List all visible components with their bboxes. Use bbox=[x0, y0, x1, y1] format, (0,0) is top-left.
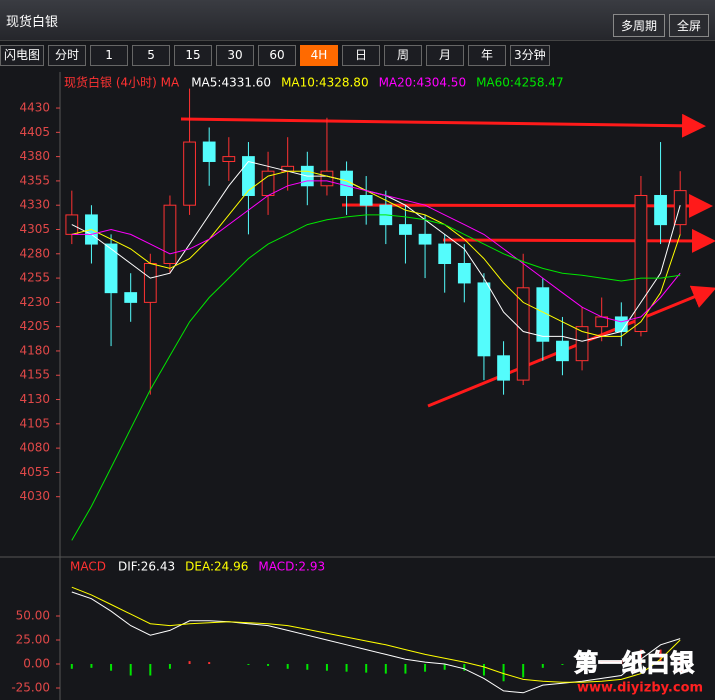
period-button[interactable]: 日 bbox=[342, 45, 381, 66]
period-button[interactable]: 周 bbox=[384, 45, 423, 66]
candle-body bbox=[673, 190, 687, 226]
legend-entry: MACD:2.93 bbox=[258, 560, 325, 574]
period-button[interactable]: 15 bbox=[174, 45, 213, 66]
candle-body bbox=[320, 170, 334, 187]
legend-entry: MA20:4304.50 bbox=[379, 76, 467, 90]
y-tick-label: 4355 bbox=[19, 173, 50, 187]
series-line bbox=[71, 214, 681, 541]
header-buttons: 多周期 全屏 bbox=[612, 14, 709, 37]
y-tick-label: 4055 bbox=[19, 465, 50, 479]
candle-body bbox=[143, 263, 157, 303]
header-button[interactable]: 多周期 bbox=[612, 14, 665, 37]
y-tick-label: 4105 bbox=[19, 416, 50, 430]
y-tick-label: 4030 bbox=[19, 489, 50, 503]
annotation-arrow bbox=[180, 113, 706, 138]
y-tick-label: 50.00 bbox=[16, 608, 50, 622]
period-button[interactable]: 5 bbox=[132, 45, 171, 66]
window-title: 现货白银 bbox=[6, 15, 59, 30]
series-line bbox=[71, 170, 681, 337]
y-tick-label: 4155 bbox=[19, 368, 50, 382]
candle-body bbox=[438, 243, 452, 265]
y-tick-label: 4180 bbox=[19, 343, 50, 357]
series-line bbox=[71, 160, 681, 342]
candle-body bbox=[202, 141, 216, 162]
series-line bbox=[71, 591, 681, 694]
legend-entry: MA10:4328.80 bbox=[281, 76, 369, 90]
period-button[interactable]: 3分钟 bbox=[510, 45, 550, 66]
y-tick-label: 4205 bbox=[19, 319, 50, 333]
header-button[interactable]: 全屏 bbox=[668, 14, 709, 37]
candle-body bbox=[654, 194, 667, 226]
legend-entry: DEA:24.96 bbox=[185, 560, 248, 574]
legend-title: 现货白银 (4小时) MA bbox=[64, 75, 180, 90]
y-tick-label: 4405 bbox=[19, 125, 50, 139]
candle-body bbox=[359, 194, 373, 206]
watermark-text: 第一纸白银 bbox=[574, 649, 695, 677]
y-tick-label: 4430 bbox=[19, 101, 50, 115]
y-tick-label: 4280 bbox=[19, 246, 50, 260]
candle-body bbox=[418, 233, 432, 245]
candle-body bbox=[457, 263, 471, 284]
legend-entry: MA60:4258.47 bbox=[476, 76, 564, 90]
watermark-url: www.diyizby.com bbox=[577, 681, 703, 696]
legend-entry: DIF:26.43 bbox=[118, 560, 175, 574]
period-button[interactable]: 年 bbox=[468, 45, 507, 66]
y-tick-label: 4305 bbox=[19, 222, 50, 236]
y-tick-label: 25.00 bbox=[16, 632, 50, 646]
candle-body bbox=[614, 316, 628, 333]
y-tick-label: 4080 bbox=[19, 441, 50, 455]
top-bar: 现货白银 多周期 全屏 bbox=[0, 0, 715, 41]
y-tick-label: 4130 bbox=[19, 392, 50, 406]
candle-body bbox=[516, 287, 530, 381]
y-tick-label: 4380 bbox=[19, 149, 50, 163]
period-button[interactable]: 分时 bbox=[48, 45, 87, 66]
candle-body bbox=[163, 204, 177, 265]
candle-body bbox=[575, 326, 589, 362]
series-line bbox=[71, 180, 681, 323]
y-tick-label: 4330 bbox=[19, 198, 50, 212]
period-toolbar: 闪电图 分时 1 5 15 30 60 4H 日周月年 3分钟 bbox=[0, 45, 550, 66]
period-button[interactable]: 闪电图 bbox=[0, 45, 45, 66]
annotation-arrow bbox=[442, 228, 715, 253]
period-button[interactable]: 4H bbox=[300, 45, 339, 66]
y-tick-label: -25.00 bbox=[11, 680, 50, 694]
legend-entry: MA5:4331.60 bbox=[191, 76, 271, 90]
y-tick-label: 0.00 bbox=[23, 656, 50, 670]
candle-body bbox=[477, 282, 491, 357]
series-line bbox=[71, 586, 681, 683]
candle-body bbox=[497, 355, 510, 381]
period-button[interactable]: 1 bbox=[90, 45, 129, 66]
period-button[interactable]: 月 bbox=[426, 45, 465, 66]
y-tick-label: 4255 bbox=[19, 271, 50, 285]
candle-body bbox=[242, 156, 255, 196]
candle-body bbox=[222, 156, 236, 162]
candle-body bbox=[124, 292, 138, 303]
candle-body bbox=[634, 194, 648, 333]
period-button[interactable]: 30 bbox=[216, 45, 255, 66]
candle-body bbox=[183, 141, 196, 206]
annotation-arrow bbox=[427, 285, 715, 408]
legend-title: MACD bbox=[70, 560, 106, 574]
period-button[interactable]: 60 bbox=[258, 45, 297, 66]
y-tick-label: 4230 bbox=[19, 295, 50, 309]
candle-body bbox=[399, 224, 412, 235]
candle-body bbox=[556, 340, 569, 362]
candle-body bbox=[104, 243, 118, 294]
